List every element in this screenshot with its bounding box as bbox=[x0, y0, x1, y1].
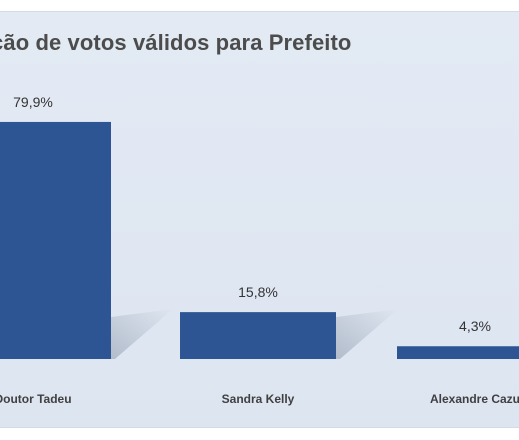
bar-chart: 79,9% Doutor Tadeu 15,8% Sandra Kelly 4,3% Al… bbox=[0, 94, 519, 406]
bar bbox=[0, 121, 111, 359]
data-label: 4,3% bbox=[459, 318, 491, 334]
bar-shadow bbox=[336, 309, 398, 359]
data-label: 79,9% bbox=[13, 94, 53, 110]
bar bbox=[397, 346, 519, 359]
chart-area: Intenção de votos válidos para Prefeito … bbox=[0, 11, 519, 428]
bar bbox=[180, 312, 336, 359]
category-label: Alexandre Cazu bbox=[430, 392, 519, 406]
chart-title: Intenção de votos válidos para Prefeito bbox=[0, 30, 352, 55]
bar-shadow bbox=[111, 309, 173, 359]
category-label: Sandra Kelly bbox=[222, 392, 295, 406]
data-label: 15,8% bbox=[238, 284, 278, 300]
category-label: Doutor Tadeu bbox=[0, 392, 72, 406]
